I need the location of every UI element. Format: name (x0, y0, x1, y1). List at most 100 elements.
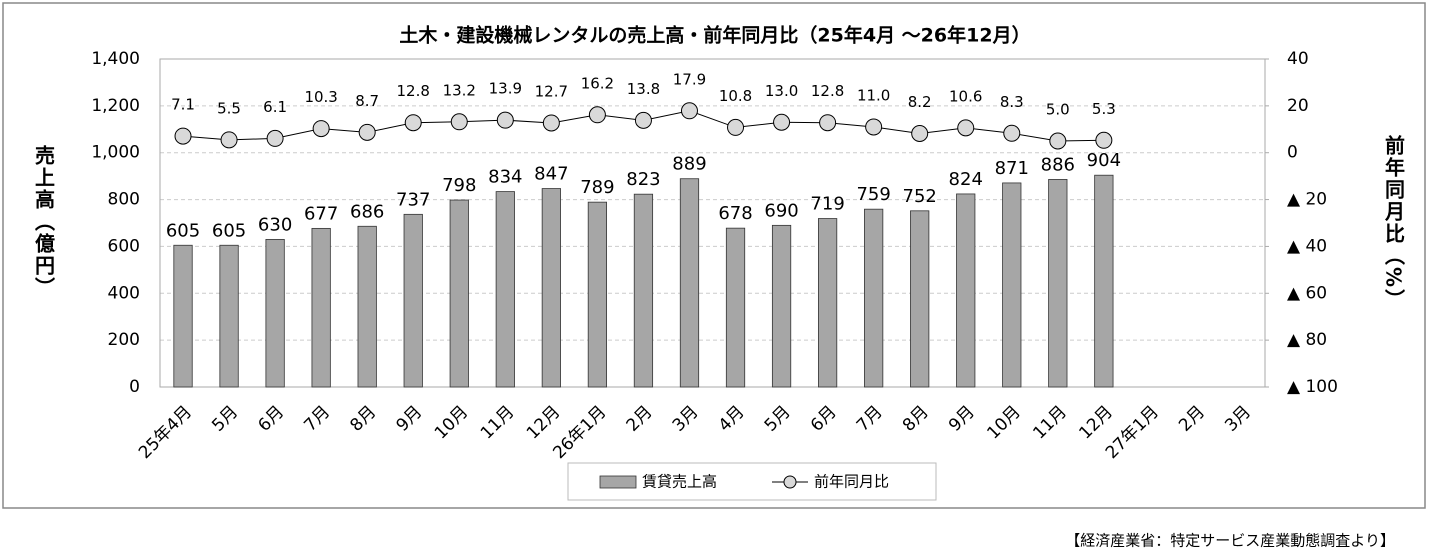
y-tick-label: 1,400 (91, 49, 140, 69)
line-marker (220, 131, 238, 149)
line-value-label: 8.7 (355, 92, 379, 110)
bar-value-label: 789 (580, 177, 614, 198)
chart-frame (2, 2, 1426, 509)
line-marker (542, 114, 560, 132)
line-marker (174, 127, 192, 145)
y2-tick-label: ▲ 60 (1287, 283, 1327, 303)
line-value-label: 10.3 (304, 88, 337, 106)
line-value-label: 8.3 (1000, 93, 1024, 111)
line-value-label: 7.1 (171, 96, 195, 114)
line-marker (588, 106, 606, 124)
line-marker (957, 119, 975, 137)
bar (311, 227, 331, 388)
y-tick-label: 1,000 (91, 143, 140, 163)
bar-value-label: 847 (534, 164, 568, 185)
y2-tick-label: ▲ 80 (1287, 330, 1327, 350)
y-tick-label: 1,200 (91, 96, 140, 116)
bar (1048, 179, 1068, 388)
line-value-label: 5.5 (217, 99, 241, 117)
line-value-label: 17.9 (673, 70, 706, 88)
y2-axis-label: 前年同月比（%） (1382, 134, 1406, 311)
line-value-label: 10.6 (949, 87, 982, 105)
line-marker (727, 118, 745, 136)
line-value-label: 16.2 (581, 74, 614, 92)
line-marker (911, 125, 929, 143)
bar (1094, 174, 1114, 388)
bar-value-label: 605 (212, 220, 246, 241)
bar-value-label: 834 (488, 167, 522, 188)
y2-tick-label: ▲ 100 (1287, 377, 1338, 397)
y2-tick-label: 40 (1287, 49, 1309, 69)
line-marker (819, 114, 837, 132)
legend-label: 賃貸売上高 (642, 473, 717, 491)
line-value-label: 10.8 (719, 87, 752, 105)
bar (679, 178, 700, 388)
y-tick-label: 600 (108, 236, 140, 256)
line-marker (634, 111, 652, 129)
bar-value-label: 686 (350, 201, 384, 222)
line-marker (266, 129, 284, 147)
y2-tick-label: ▲ 40 (1287, 236, 1327, 256)
bar-value-label: 824 (949, 169, 983, 190)
bar-value-label: 798 (442, 175, 476, 196)
bar-value-label: 823 (626, 169, 660, 190)
bar-value-label: 630 (258, 214, 292, 235)
bar (910, 210, 930, 388)
line-value-label: 13.9 (489, 80, 522, 98)
plot-border (159, 58, 1266, 388)
line-value-label: 6.1 (263, 98, 287, 116)
line-value-label: 5.0 (1046, 101, 1070, 119)
bar (864, 208, 884, 388)
line-value-label: 13.8 (627, 80, 660, 98)
bar (403, 213, 423, 388)
y-tick-label: 800 (108, 190, 140, 210)
bar-value-label: 690 (764, 200, 798, 221)
line-marker (1095, 131, 1113, 149)
y-axis-label: 売上高（億円） (32, 145, 56, 299)
bar (219, 244, 239, 388)
y2-tick-label: ▲ 20 (1287, 190, 1327, 210)
bar (817, 218, 838, 388)
bar (725, 227, 746, 388)
line-value-label: 12.7 (535, 82, 568, 100)
bar (173, 244, 193, 388)
bar (771, 224, 792, 388)
bar-value-label: 752 (903, 186, 937, 207)
bar (541, 188, 561, 388)
legend-swatch (783, 475, 797, 489)
bar-value-label: 719 (810, 194, 844, 215)
line-value-label: 11.0 (857, 86, 890, 104)
line-value-label: 8.2 (908, 93, 932, 111)
legend-swatch (599, 475, 637, 489)
line-value-label: 12.8 (811, 82, 844, 100)
bar-value-label: 889 (672, 154, 706, 175)
bar (357, 225, 377, 388)
y2-tick-label: 0 (1287, 143, 1298, 163)
line-marker (450, 113, 468, 131)
line-value-label: 5.3 (1092, 100, 1116, 118)
y2-tick-label: 20 (1287, 96, 1309, 116)
bar (495, 191, 515, 388)
bar (633, 193, 654, 388)
line-value-label: 12.8 (397, 82, 430, 100)
line-marker (404, 114, 422, 132)
line-marker (358, 123, 376, 141)
line-marker (680, 102, 698, 120)
bar-value-label: 904 (1087, 150, 1121, 171)
line-marker (312, 120, 330, 138)
bar-value-label: 871 (995, 158, 1029, 179)
bar-value-label: 737 (396, 189, 430, 210)
bar (956, 193, 976, 388)
line-marker (1049, 132, 1067, 150)
y-tick-label: 200 (108, 330, 140, 350)
line-marker (1003, 124, 1021, 142)
bar-value-label: 605 (166, 220, 200, 241)
line-marker (865, 118, 883, 136)
source-note: 【経済産業省：特定サービス産業動態調査より】 (1065, 532, 1395, 550)
y-tick-label: 400 (108, 283, 140, 303)
bar (449, 199, 469, 388)
y-tick-label: 0 (129, 377, 140, 397)
bar (1002, 182, 1022, 388)
bar (587, 201, 608, 388)
